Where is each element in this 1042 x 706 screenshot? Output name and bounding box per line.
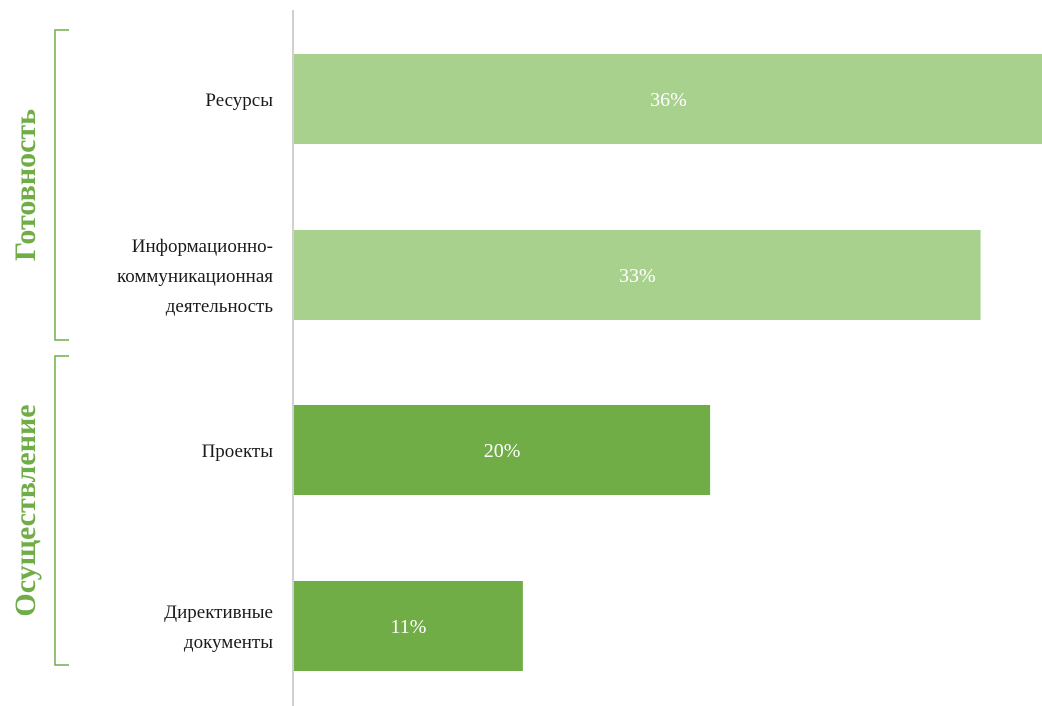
value-labels: 36% 33% 20% 11%	[390, 89, 686, 638]
value-label-1: 33%	[619, 265, 656, 287]
bars	[294, 54, 1042, 671]
bar-0	[294, 54, 1042, 144]
value-label-2: 20%	[484, 440, 521, 462]
group-brackets	[54, 29, 69, 666]
group-labels: Готовность Осуществление	[9, 109, 42, 617]
group-label-1: Осуществление	[9, 404, 42, 616]
group-bracket-1	[54, 355, 69, 666]
bar-1	[294, 230, 981, 320]
value-label-0: 36%	[650, 89, 687, 111]
category-label-3: Директивные документы	[164, 602, 273, 653]
bar-3	[294, 581, 523, 671]
category-label-1: Информационно-коммуникационная деятельнос…	[117, 236, 273, 317]
group-label-0: Готовность	[9, 109, 42, 261]
bar-2	[294, 405, 711, 495]
value-label-3: 11%	[390, 616, 426, 638]
category-label-2: Проекты	[202, 441, 274, 462]
category-label-0: Ресурсы	[205, 90, 273, 111]
category-labels: Ресурсы Информационно-коммуникационная дея…	[117, 90, 273, 653]
group-bracket-0	[54, 29, 69, 341]
